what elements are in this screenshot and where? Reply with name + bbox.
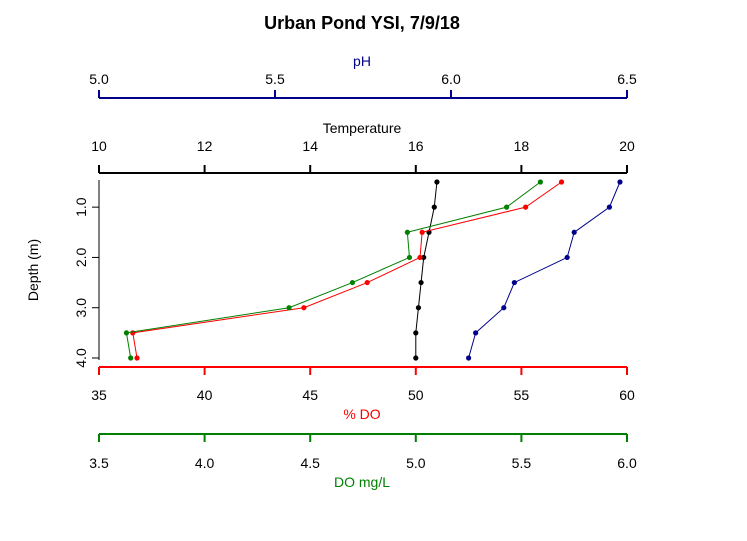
depth-tick-label: 4.0	[73, 348, 89, 368]
do_pct-tick-label: 60	[619, 387, 635, 403]
depth-tick-label: 1.0	[73, 197, 89, 217]
do_mgl-series	[123, 179, 544, 361]
temperature-tick-label: 12	[197, 138, 213, 154]
axes-layer: 5.0 5.5 6.0 6.5 pH 10 12 14 16 18 20 Temperature 35 4…	[73, 53, 637, 490]
do_mgl-axis-title: DO mg/L	[334, 474, 390, 490]
temperature-axis: 10 12 14 16 18 20 Temperature	[91, 120, 635, 174]
y-axis-label: Depth (m)	[25, 239, 41, 301]
do_pct-point	[134, 355, 140, 361]
temperature-series-line	[415, 181, 438, 358]
ph-point	[571, 229, 577, 235]
do_pct-tick-label: 45	[302, 387, 318, 403]
ph-point	[511, 279, 517, 286]
ph-point	[466, 355, 472, 361]
temperature-tick-label: 18	[514, 138, 530, 154]
ph-point	[617, 179, 623, 185]
do_pct-point	[419, 229, 425, 235]
do_pct-point	[523, 204, 529, 210]
do_mgl-tick-label: 6.0	[617, 455, 637, 471]
do_mgl-tick-label: 4.0	[195, 455, 215, 471]
temperature-point	[418, 279, 424, 286]
ph-point	[473, 330, 479, 336]
ph-tick-label: 5.5	[265, 71, 285, 87]
ph-point	[501, 305, 507, 311]
temperature-point	[413, 355, 419, 361]
do_pct-axis: 35 40 45 50 55 60 % DO	[91, 366, 635, 422]
do_pct-axis-title: % DO	[343, 406, 380, 422]
do_pct-tick-label: 50	[408, 387, 424, 403]
do_mgl-point	[406, 254, 413, 261]
do_pct-point	[301, 305, 307, 311]
do_mgl-tick-label: 5.0	[406, 455, 426, 471]
do_mgl-point	[349, 279, 356, 286]
series-layer	[123, 179, 623, 361]
temperature-tick-label: 20	[619, 138, 635, 154]
do_mgl-tick-label: 5.5	[512, 455, 532, 471]
ph-point	[564, 254, 570, 261]
ph-tick-label: 6.5	[617, 71, 637, 87]
do_pct-series	[130, 179, 565, 361]
temperature-axis-title: Temperature	[323, 120, 402, 136]
chart-title: Urban Pond YSI, 7/9/18	[264, 13, 460, 33]
do_mgl-point	[504, 204, 510, 210]
do_mgl-tick-label: 3.5	[89, 455, 109, 471]
temperature-tick-label: 14	[302, 138, 318, 154]
do_pct-point	[130, 330, 136, 336]
do_pct-point	[558, 179, 565, 185]
do_mgl-point	[404, 229, 410, 235]
ph-axis: 5.0 5.5 6.0 6.5 pH	[89, 53, 637, 99]
ph-tick-label: 6.0	[441, 71, 461, 87]
ph-series	[466, 179, 623, 361]
do_pct-tick-label: 40	[197, 387, 213, 403]
depth-tick-label: 2.0	[73, 247, 89, 267]
do_pct-series-line	[132, 181, 562, 359]
ph-series-line	[468, 181, 621, 359]
temperature-point	[421, 254, 427, 261]
temperature-tick-label: 16	[408, 138, 424, 154]
depth-tick-label: 3.0	[73, 298, 89, 318]
do_mgl-tick-label: 4.5	[300, 455, 320, 471]
depth-axis: 1.0 2.0 3.0 4.0	[73, 180, 100, 368]
ph-point	[606, 204, 613, 210]
do_mgl-point	[286, 305, 292, 311]
temperature-tick-label: 10	[91, 138, 107, 154]
do_mgl-series-line	[125, 181, 541, 359]
temperature-point	[415, 305, 422, 311]
ph-tick-label: 5.0	[89, 71, 109, 87]
do_pct-tick-label: 55	[514, 387, 530, 403]
do_pct-point	[417, 254, 423, 261]
do_mgl-point	[123, 330, 130, 336]
temperature-point	[413, 330, 419, 336]
do_pct-tick-label: 35	[91, 387, 107, 403]
do_mgl-point	[128, 355, 134, 361]
do_mgl-point	[537, 179, 544, 185]
temperature-series	[413, 179, 440, 361]
do_mgl-axis: 3.5 4.0 4.5 5.0 5.5 6.0 DO mg/L	[89, 433, 637, 490]
temperature-point	[434, 179, 440, 185]
ph-axis-title: pH	[353, 53, 371, 69]
do_pct-point	[364, 279, 370, 286]
temperature-point	[431, 204, 437, 210]
